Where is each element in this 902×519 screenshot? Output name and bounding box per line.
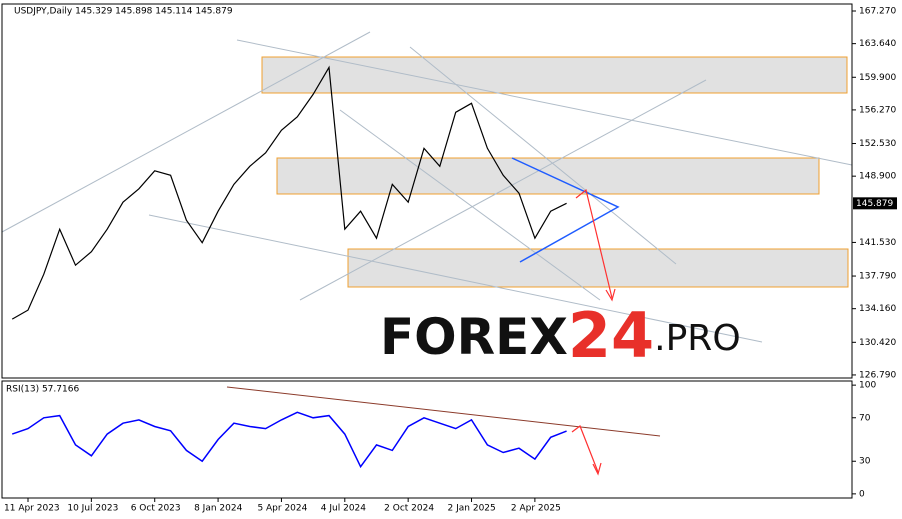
chart-title: USDJPY,Daily 145.329 145.898 145.114 145… <box>14 7 233 17</box>
x-tick-label: 2 Jan 2025 <box>448 504 496 514</box>
trend-line <box>299 79 707 301</box>
y-tick-label: 167.270 <box>859 7 896 17</box>
x-tick-label: 2 Oct 2024 <box>384 504 434 514</box>
resistance-zone <box>261 56 848 94</box>
y-tick-label: 126.790 <box>859 370 896 380</box>
series-line <box>11 411 567 469</box>
trend-line <box>236 39 853 166</box>
y-tick-label: 130.420 <box>859 338 896 348</box>
last-price-label: 145.879 <box>856 199 893 209</box>
rsi-forecast-arrow <box>571 425 599 473</box>
arrow-head <box>605 288 616 302</box>
y-tick-label: 0 <box>859 489 865 499</box>
triangle-pattern <box>511 157 620 263</box>
y-tick-label: 156.270 <box>859 105 896 115</box>
rsi-panel <box>1 380 853 499</box>
y-tick-label: 141.530 <box>859 238 896 248</box>
rsi-title: RSI(13) 57.7166 <box>6 385 79 395</box>
y-tick-label: 159.900 <box>859 73 896 83</box>
x-tick-label: 2 Apr 2025 <box>511 504 561 514</box>
price-panel <box>1 3 853 379</box>
y-tick-label: 70 <box>859 413 871 423</box>
y-tick-label: 148.900 <box>859 172 896 182</box>
x-tick-label: 4 Jul 2024 <box>321 504 366 514</box>
x-tick-label: 10 Jul 2023 <box>67 504 118 514</box>
x-tick-label: 11 Apr 2023 <box>4 504 60 514</box>
trend-line <box>339 109 601 301</box>
y-tick-label: 134.160 <box>859 304 896 314</box>
y-tick-label: 100 <box>859 381 876 391</box>
trend-line <box>148 214 763 343</box>
series-line <box>11 65 567 320</box>
last-price-box <box>853 197 897 210</box>
arrow-head <box>592 462 602 476</box>
x-tick-label: 6 Oct 2023 <box>131 504 181 514</box>
y-tick-label: 163.640 <box>859 39 896 49</box>
support-zone <box>347 248 849 288</box>
y-tick-label: 152.530 <box>859 139 896 149</box>
annotations <box>1 31 853 476</box>
middle-zone <box>276 157 820 195</box>
rsi-trend-line <box>226 386 661 437</box>
x-tick-label: 5 Apr 2024 <box>257 504 307 514</box>
y-tick-label: 137.790 <box>859 272 896 282</box>
x-tick-label: 8 Jan 2024 <box>194 504 242 514</box>
trend-line <box>409 46 677 265</box>
forecast-arrow <box>575 188 613 299</box>
watermark: FOREX24.PRO <box>380 299 741 372</box>
y-tick-label: 30 <box>859 457 871 467</box>
trend-line <box>1 31 371 233</box>
